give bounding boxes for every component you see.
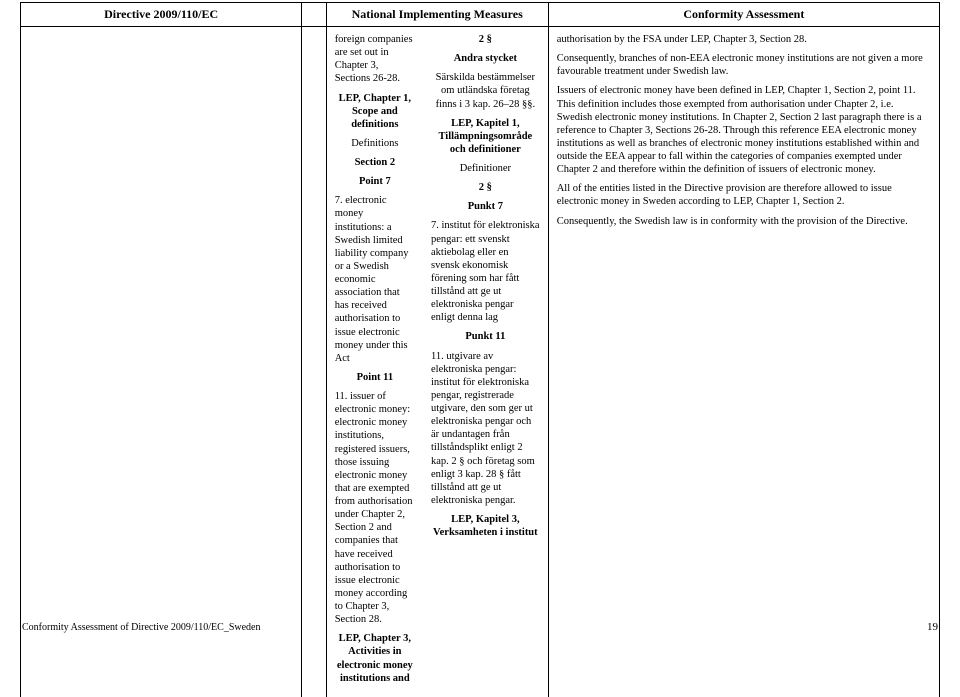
c1-h1: LEP, Chapter 1, Scope and definitions bbox=[335, 92, 415, 131]
c1-h2: Definitions bbox=[335, 137, 415, 150]
c1-p2: 7. electronic money institutions: a Swed… bbox=[335, 194, 415, 365]
c3-p1: authorisation by the FSA under LEP, Chap… bbox=[557, 33, 931, 46]
c2-h7: Punkt 11 bbox=[431, 330, 540, 343]
c2-p3: 11. utgivare av elektroniska pengar: ins… bbox=[431, 350, 540, 508]
header-right: Conformity Assessment bbox=[548, 3, 939, 27]
footer-left: Conformity Assessment of Directive 2009/… bbox=[22, 622, 261, 633]
header-left: Directive 2009/110/EC bbox=[21, 3, 302, 27]
c2-h3: LEP, Kapitel 1, Tillämpningsområde och d… bbox=[431, 117, 540, 156]
body-left-empty bbox=[21, 27, 302, 697]
c1-h4: Point 7 bbox=[335, 175, 415, 188]
c1-p1: foreign companies are set out in Chapter… bbox=[335, 33, 415, 86]
c2-p2: 7. institut för elektroniska pengar: ett… bbox=[431, 219, 540, 324]
header-middle: National Implementing Measures bbox=[326, 3, 548, 27]
c1-p3: 11. issuer of electronic money: electron… bbox=[335, 390, 415, 626]
c2-p1: Särskilda bestämmelser om utländska före… bbox=[431, 71, 540, 110]
header-middle-text: National Implementing Measures bbox=[352, 7, 523, 21]
c2-h5: 2 § bbox=[431, 181, 540, 194]
c3-p4: All of the entities listed in the Direct… bbox=[557, 182, 931, 208]
document-table: Directive 2009/110/EC National Implement… bbox=[20, 2, 940, 697]
body-spacer bbox=[302, 27, 326, 697]
c2-h8: LEP, Kapitel 3, Verksamheten i institut bbox=[431, 513, 540, 539]
column-2: 2 § Andra stycket Särskilda bestämmelser… bbox=[423, 27, 548, 697]
column-3: authorisation by the FSA under LEP, Chap… bbox=[548, 27, 939, 697]
c1-h3: Section 2 bbox=[335, 156, 415, 169]
c2-h6: Punkt 7 bbox=[431, 200, 540, 213]
header-spacer bbox=[302, 3, 326, 27]
c3-p3: Issuers of electronic money have been de… bbox=[557, 84, 931, 176]
c2-h1: 2 § bbox=[431, 33, 540, 46]
c1-h5: Point 11 bbox=[335, 371, 415, 384]
footer-page-number: 19 bbox=[927, 621, 938, 633]
c3-p2: Consequently, branches of non-EEA electr… bbox=[557, 52, 931, 78]
c2-h4: Definitioner bbox=[431, 162, 540, 175]
c1-h6: LEP, Chapter 3, Activities in electronic… bbox=[335, 632, 415, 685]
c2-h2: Andra stycket bbox=[431, 52, 540, 65]
body-mid-wrapper: foreign companies are set out in Chapter… bbox=[326, 27, 548, 697]
c3-p5: Consequently, the Swedish law is in conf… bbox=[557, 215, 931, 228]
column-1: foreign companies are set out in Chapter… bbox=[327, 27, 423, 697]
inner-columns: foreign companies are set out in Chapter… bbox=[327, 27, 548, 697]
